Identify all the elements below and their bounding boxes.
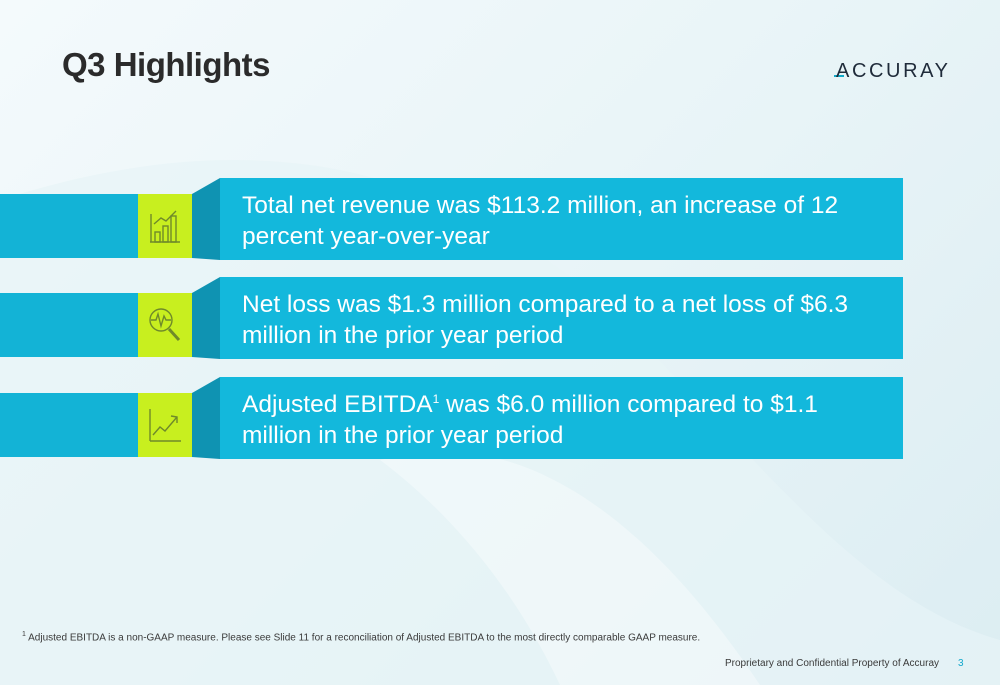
logo-accent-bar bbox=[834, 75, 844, 77]
band-fold bbox=[192, 178, 220, 260]
highlight-row-ebitda: Adjusted EBITDA1 was $6.0 million compar… bbox=[0, 377, 1000, 463]
highlight-row-revenue: Total net revenue was $113.2 million, an… bbox=[0, 178, 1000, 264]
highlight-text: Adjusted EBITDA1 was $6.0 million compar… bbox=[242, 389, 892, 451]
band-left-segment bbox=[0, 393, 138, 457]
bar-chart-icon bbox=[150, 210, 180, 243]
footnote: 1 Adjusted EBITDA is a non-GAAP measure.… bbox=[22, 631, 700, 643]
highlight-text-rest: was $6.0 million compared to $1.1 millio… bbox=[242, 391, 818, 449]
highlight-text-main: Adjusted EBITDA bbox=[242, 391, 433, 418]
highlight-band bbox=[220, 178, 903, 260]
page-number: 3 bbox=[958, 658, 964, 669]
footer-text: Proprietary and Confidential Property of… bbox=[725, 658, 939, 669]
band-fold bbox=[192, 377, 220, 459]
band-fold bbox=[192, 277, 220, 359]
highlight-band bbox=[220, 377, 903, 459]
footnote-text: Adjusted EBITDA is a non-GAAP measure. P… bbox=[25, 632, 701, 644]
highlight-text: Net loss was $1.3 million compared to a … bbox=[242, 291, 849, 349]
band-left-segment bbox=[0, 194, 138, 258]
icon-box bbox=[138, 293, 192, 357]
magnifier-pulse-icon bbox=[149, 308, 181, 342]
highlight-text: Total net revenue was $113.2 million, an… bbox=[242, 192, 839, 250]
highlight-row-net-loss: Net loss was $1.3 million compared to a … bbox=[0, 277, 1000, 363]
icon-box bbox=[138, 393, 192, 457]
trend-up-icon bbox=[149, 409, 181, 442]
footnote-number: 1 bbox=[22, 631, 26, 638]
footnote-marker: 1 bbox=[432, 391, 440, 406]
slide-title: Q3 Highlights bbox=[62, 46, 271, 83]
icon-box bbox=[138, 194, 192, 258]
band-left-segment bbox=[0, 293, 138, 357]
company-logo: ACCURAY bbox=[836, 60, 951, 82]
highlight-band bbox=[220, 277, 903, 359]
